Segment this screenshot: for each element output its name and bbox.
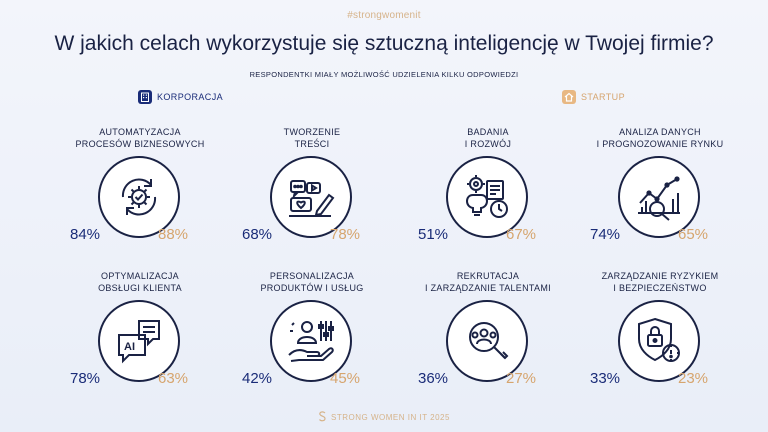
category-label: AUTOMATYZACJA PROCESÓW BIZNESOWYCH [75, 127, 205, 149]
shield-lock-icon [618, 300, 700, 382]
footer: STRONG WOMEN IN IT 2025 [0, 411, 768, 424]
chart-subtitle: RESPONDENTKI MIAŁY MOŻLIWOŚĆ UDZIELENIA … [249, 70, 519, 79]
building-icon [138, 90, 152, 104]
value-korporacja: 84% [70, 226, 101, 243]
value-korporacja: 68% [242, 226, 273, 243]
category-cell: TWORZENIE TREŚCI 68% 78% [242, 126, 382, 276]
value-korporacja: 36% [418, 370, 449, 387]
legend-label: STARTUP [581, 92, 625, 102]
value-korporacja: 78% [70, 370, 101, 387]
value-startup: 45% [330, 370, 361, 387]
value-korporacja: 74% [590, 226, 621, 243]
value-korporacja: 33% [590, 370, 621, 387]
category-cell: AUTOMATYZACJA PROCESÓW BIZNESOWYCH 84% 8… [70, 126, 210, 276]
category-cell: OPTYMALIZACJA OBSŁUGI KLIENTA AI 78% 63% [70, 270, 210, 420]
person-sliders-icon [270, 300, 352, 382]
value-startup: 78% [330, 226, 361, 243]
value-startup: 65% [678, 226, 709, 243]
value-startup: 27% [506, 370, 537, 387]
chart-title: W jakich celach wykorzystuje się sztuczn… [54, 32, 714, 55]
content-creation-icon [270, 156, 352, 238]
legend-korporacja: KORPORACJA [138, 90, 223, 104]
people-search-icon [446, 300, 528, 382]
value-startup: 23% [678, 370, 709, 387]
gear-cycle-icon [98, 156, 180, 238]
house-icon [562, 90, 576, 104]
value-startup: 67% [506, 226, 537, 243]
brand-logo-icon [318, 411, 327, 424]
category-label: TWORZENIE TREŚCI [283, 127, 341, 149]
category-cell: REKRUTACJA I ZARZĄDZANIE TALENTAMI 36% 2… [418, 270, 558, 420]
research-lightbulb-icon [446, 156, 528, 238]
chart-magnifier-icon [618, 156, 700, 238]
category-label: PERSONALIZACJA PRODUKTÓW I USŁUG [260, 271, 364, 293]
category-label: REKRUTACJA I ZARZĄDZANIE TALENTAMI [425, 271, 551, 293]
category-label: BADANIA I ROZWÓJ [464, 127, 512, 149]
value-korporacja: 42% [242, 370, 273, 387]
footer-text: STRONG WOMEN IN IT 2025 [331, 413, 450, 422]
legend-startup: STARTUP [562, 90, 625, 104]
category-label: OPTYMALIZACJA OBSŁUGI KLIENTA [98, 271, 182, 293]
ai-chat-icon: AI [98, 300, 180, 382]
category-label: ZARZĄDZANIE RYZYKIEM I BEZPIECZEŃSTWO [601, 271, 719, 293]
legend-label: KORPORACJA [157, 92, 224, 102]
category-label: ANALIZA DANYCH I PROGNOZOWANIE RYNKU [596, 127, 724, 149]
value-startup: 63% [158, 370, 189, 387]
category-cell: BADANIA I ROZWÓJ 51% 67% [418, 126, 558, 276]
category-cell: ZARZĄDZANIE RYZYKIEM I BEZPIECZEŃSTWO 33… [590, 270, 730, 420]
svg-text:AI: AI [124, 341, 135, 353]
category-cell: ANALIZA DANYCH I PROGNOZOWANIE RYNKU 74%… [590, 126, 730, 276]
hashtag: #strongwomenit [347, 10, 421, 21]
value-startup: 88% [158, 226, 189, 243]
value-korporacja: 51% [418, 226, 449, 243]
category-cell: PERSONALIZACJA PRODUKTÓW I USŁUG 42% 45% [242, 270, 382, 420]
